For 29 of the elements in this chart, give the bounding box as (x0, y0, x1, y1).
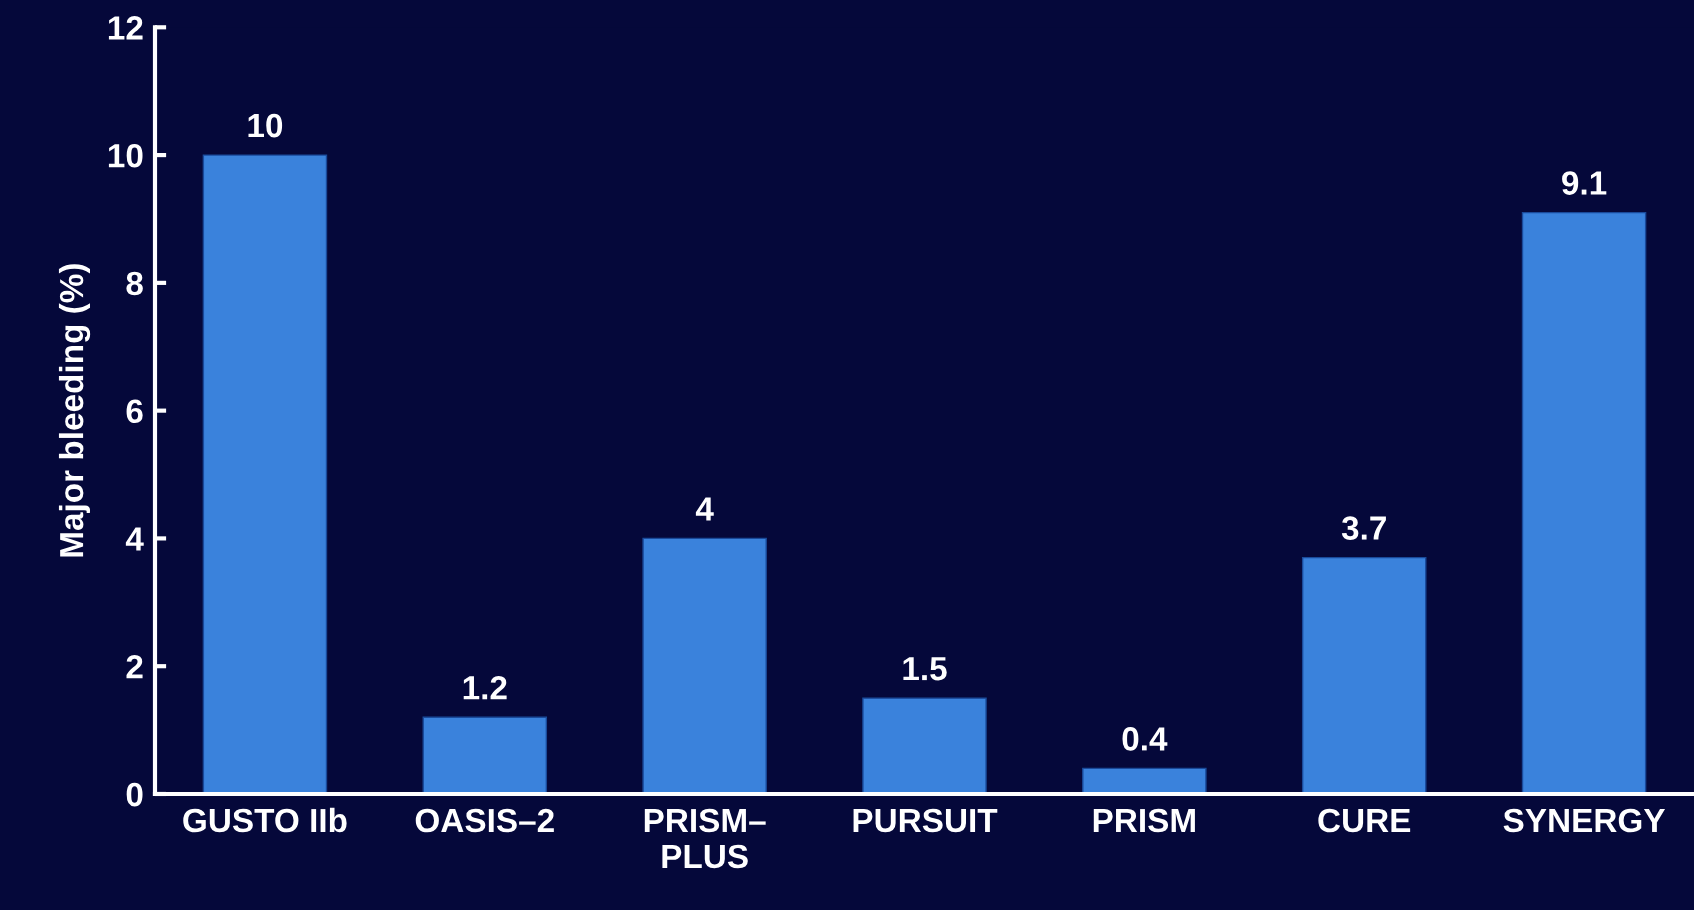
bar (862, 697, 987, 794)
bar (1082, 767, 1207, 794)
bar (1521, 211, 1647, 794)
bar (642, 537, 767, 794)
y-tick-label: 4 (125, 527, 144, 551)
x-tick-label: SYNERGY (1503, 808, 1666, 833)
data-label: 10 (248, 113, 283, 138)
y-tick-label: 6 (126, 399, 143, 424)
data-label: 4 (695, 497, 714, 521)
data-label: 0.4 (1122, 727, 1168, 751)
x-tick-label: PRISM (1093, 808, 1195, 833)
y-tick-label: 8 (126, 271, 143, 296)
y-tick-label: 0 (126, 782, 143, 807)
data-label: 1.5 (903, 657, 947, 681)
y-tick-label: 10 (108, 143, 143, 168)
data-label: 9.1 (1562, 171, 1607, 195)
x-tick-label: CURE (1318, 808, 1411, 833)
y-tick-label: 2 (126, 655, 143, 679)
data-label: 1.2 (463, 676, 507, 700)
y-axis-title: Major bleeding (%) (58, 264, 91, 557)
x-tick-label: PURSUIT (853, 808, 998, 833)
x-tick-label: OASIS–2 (415, 808, 554, 833)
y-tick-label: 12 (108, 16, 143, 40)
x-tick-label: PRISM– PLUS (644, 808, 766, 869)
bar (1301, 556, 1427, 794)
bar (422, 716, 548, 794)
x-tick-label: GUSTO IIb (183, 807, 347, 833)
bar (202, 154, 328, 794)
data-label: 3.7 (1341, 516, 1386, 540)
